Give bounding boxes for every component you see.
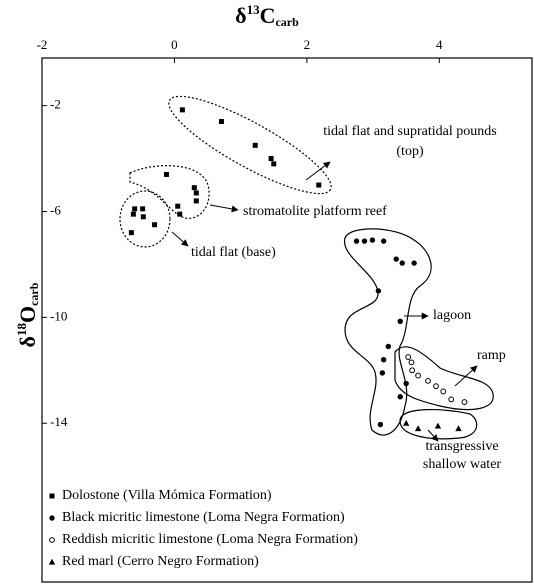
annotation: shallow water xyxy=(423,457,501,472)
point xyxy=(140,214,146,220)
point xyxy=(393,256,399,262)
point xyxy=(179,107,185,113)
point xyxy=(361,238,368,244)
point xyxy=(193,190,199,196)
point xyxy=(399,260,405,266)
point xyxy=(455,425,462,432)
point xyxy=(397,394,403,400)
arrow xyxy=(427,429,439,442)
point xyxy=(461,399,468,405)
annotation: ramp xyxy=(477,348,506,363)
x-tick-label: 4 xyxy=(436,37,443,52)
legend-label: Reddish micritic limestone (Loma Negra F… xyxy=(62,532,358,547)
legend-marker xyxy=(49,537,55,543)
point xyxy=(380,238,387,244)
point xyxy=(177,211,183,217)
y-tick-label: -6 xyxy=(50,202,61,217)
point xyxy=(440,388,447,395)
envelope xyxy=(344,228,432,436)
point xyxy=(402,420,410,426)
point xyxy=(268,156,274,162)
x-tick-label: 0 xyxy=(171,37,178,52)
arrow xyxy=(209,204,239,213)
point xyxy=(252,142,258,148)
point xyxy=(448,396,455,403)
point xyxy=(128,230,134,236)
point xyxy=(353,238,360,244)
point xyxy=(433,383,439,390)
x-tick-label: 2 xyxy=(304,37,311,52)
arrow xyxy=(171,231,189,247)
point xyxy=(130,211,136,217)
annotation: (top) xyxy=(396,144,424,159)
point xyxy=(191,185,197,191)
envelopes xyxy=(119,95,494,440)
envelope xyxy=(129,165,210,219)
point xyxy=(408,359,415,366)
legend-label: Dolostone (Villa Mómica Formation) xyxy=(62,488,272,503)
legend-marker xyxy=(49,515,55,521)
point xyxy=(193,198,199,204)
annotation: transgressive xyxy=(425,439,498,454)
point xyxy=(414,425,422,432)
envelope xyxy=(394,346,494,411)
point xyxy=(397,318,403,325)
point xyxy=(218,119,224,125)
point xyxy=(434,422,442,429)
point xyxy=(405,354,412,360)
annotation: tidal flat and supratidal pounds xyxy=(323,124,496,139)
legend-label: Black micritic limestone (Loma Negra For… xyxy=(62,510,345,525)
point xyxy=(152,222,158,228)
point xyxy=(411,260,417,266)
point xyxy=(175,203,181,209)
point xyxy=(140,206,146,212)
annotation: stromatolite platform reef xyxy=(243,204,387,219)
envelope xyxy=(119,190,171,248)
point xyxy=(369,237,376,243)
point xyxy=(409,367,416,374)
point xyxy=(316,182,322,188)
legend-label: Red marl (Cerro Negro Formation) xyxy=(62,554,259,569)
point xyxy=(132,206,138,212)
point xyxy=(425,377,431,384)
y-axis-title: δ18Ocarb xyxy=(14,282,41,347)
point xyxy=(271,161,277,167)
annotation: tidal flat (base) xyxy=(191,245,276,260)
y-tick-label: -2 xyxy=(50,97,61,112)
envelope xyxy=(168,95,332,195)
point xyxy=(379,370,386,376)
point xyxy=(377,421,384,428)
legend-marker xyxy=(48,558,56,565)
point xyxy=(375,288,382,294)
point xyxy=(380,356,387,363)
plot-frame xyxy=(41,57,533,583)
arrows xyxy=(171,161,478,442)
x-axis-title: δ13Ccarb xyxy=(235,2,299,29)
y-tick-label: -10 xyxy=(50,308,67,323)
annotation: lagoon xyxy=(433,308,471,323)
point xyxy=(415,372,422,379)
arrow xyxy=(305,161,331,181)
point xyxy=(163,171,169,177)
legend-marker xyxy=(49,493,55,499)
arrow xyxy=(454,365,478,387)
x-tick-label: -2 xyxy=(37,37,48,52)
point xyxy=(403,380,409,387)
point xyxy=(385,343,392,350)
envelope xyxy=(399,409,478,440)
y-tick-label: -14 xyxy=(50,414,68,429)
